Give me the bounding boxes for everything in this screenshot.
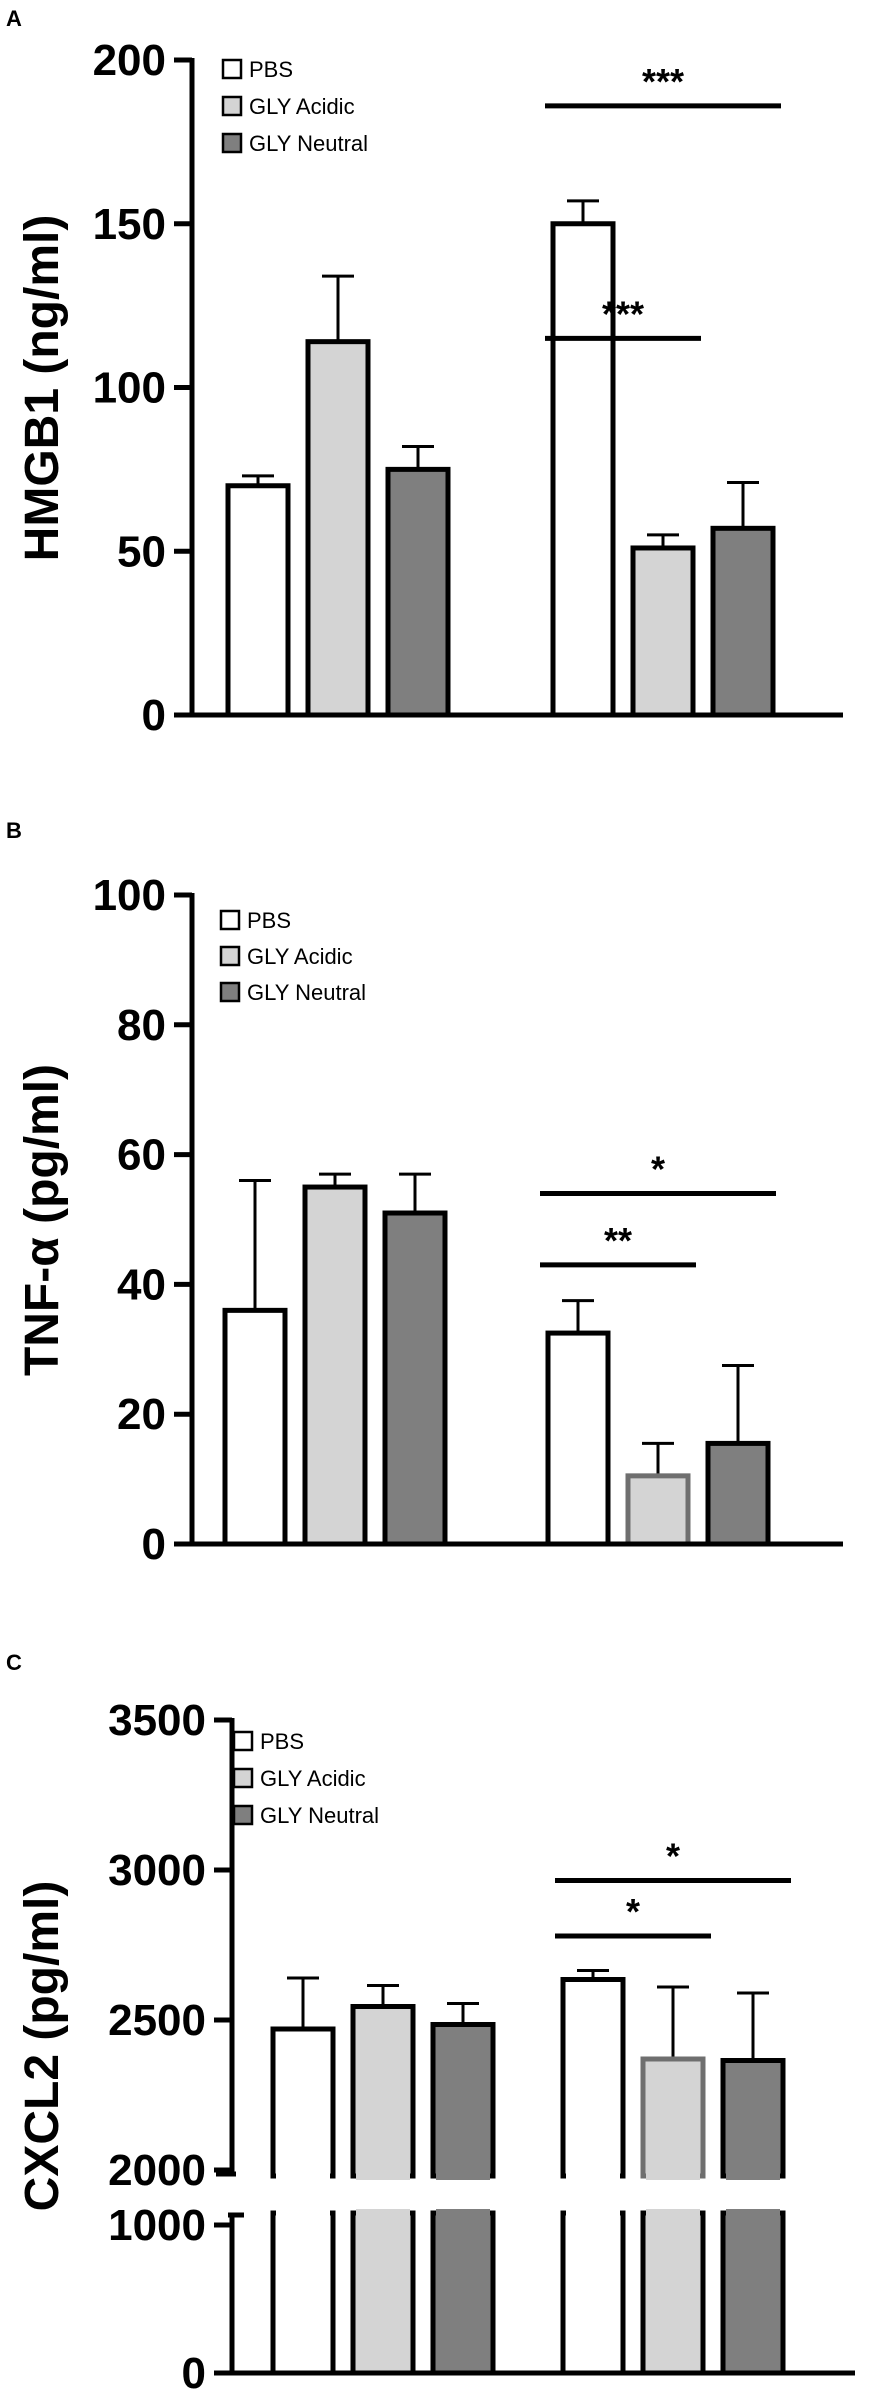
- y-tick-label: 3000: [108, 1846, 206, 1895]
- bar: [625, 1473, 691, 1547]
- legend-swatch: [221, 132, 243, 154]
- bar-break-gap: [639, 2180, 707, 2209]
- bar-break-gap: [719, 2180, 787, 2209]
- legend-label: PBS: [249, 57, 293, 82]
- panel-b-tnf-alpha-chart: B TNF-α (pg/ml) 0 20 40 60 80 100 PBS GLY Acidic G…: [6, 818, 843, 1569]
- y-tick-label: 80: [117, 1001, 166, 1050]
- significance-label: ***: [642, 61, 684, 102]
- legend-swatch: [232, 1730, 254, 1752]
- bar-break-fill: [356, 2209, 410, 2217]
- bar-lower: [560, 2210, 626, 2376]
- y-tick-label: 3500: [108, 1696, 206, 1745]
- bar-break-fill: [726, 2209, 780, 2217]
- legend-label: PBS: [247, 908, 291, 933]
- bar-break-gap: [349, 2180, 417, 2209]
- bar: [560, 1977, 626, 2179]
- bar-lower: [430, 2210, 496, 2376]
- bar-break-fill: [436, 2209, 490, 2217]
- y-tick-label: 100: [93, 364, 166, 413]
- y-tick-label: 150: [93, 200, 166, 249]
- y-tick-label: 2500: [108, 1996, 206, 2045]
- bar: [550, 221, 616, 718]
- bar: [305, 339, 371, 718]
- y-tick-label: 20: [117, 1390, 166, 1439]
- bar: [545, 1330, 611, 1547]
- panel-letter: A: [6, 6, 22, 31]
- y-tick-label: 0: [182, 2349, 206, 2390]
- legend-label: GLY Acidic: [247, 944, 353, 969]
- bar-break-fill: [726, 2173, 780, 2181]
- legend-label: GLY Acidic: [260, 1766, 366, 1791]
- significance-label: ***: [602, 293, 644, 334]
- legend-swatch: [219, 981, 241, 1003]
- bar-lower: [720, 2210, 786, 2376]
- bar: [640, 2056, 706, 2179]
- legend: PBS GLY Acidic GLY Neutral: [221, 57, 368, 156]
- bar-break-fill: [646, 2173, 700, 2181]
- bar: [430, 2022, 496, 2179]
- bar: [385, 466, 451, 718]
- bar: [705, 1440, 771, 1547]
- bar: [382, 1210, 448, 1547]
- legend-swatch: [219, 909, 241, 931]
- bar-break-fill: [646, 2209, 700, 2217]
- y-tick-label: 200: [93, 36, 166, 85]
- significance-label: *: [626, 1891, 640, 1932]
- bar-lower: [270, 2210, 336, 2376]
- panel-c-cxcl2-chart: C CXCL2 (pg/ml) 0 1000 2000 2500 3000 3500 PBS GL…: [6, 1650, 855, 2390]
- legend-swatch: [221, 58, 243, 80]
- bar-break-gap: [429, 2180, 497, 2209]
- bar: [302, 1184, 368, 1547]
- bar-break-fill: [276, 2209, 330, 2217]
- bar-lower: [350, 2210, 416, 2376]
- bar-break-fill: [566, 2173, 620, 2181]
- y-tick-label: 0: [142, 1520, 166, 1569]
- bar-break-gap: [559, 2180, 627, 2209]
- legend: PBS GLY Acidic GLY Neutral: [232, 1729, 379, 1828]
- significance-label: *: [651, 1149, 665, 1190]
- bar-break-fill: [436, 2173, 490, 2181]
- legend-label: GLY Neutral: [249, 131, 368, 156]
- legend-label: GLY Neutral: [247, 980, 366, 1005]
- panel-a-hmgb1-chart: A HMGB1 (ng/ml) 0 50 100 150 200 PBS GLY Acidic G…: [6, 6, 843, 740]
- bar: [225, 483, 291, 718]
- y-tick-label: 60: [117, 1131, 166, 1180]
- bar: [350, 2004, 416, 2179]
- y-axis-title: TNF-α (pg/ml): [16, 1064, 69, 1376]
- y-tick-label: 100: [93, 871, 166, 920]
- legend-label: GLY Acidic: [249, 94, 355, 119]
- legend-swatch: [232, 1767, 254, 1789]
- y-tick-label: 1000: [108, 2201, 206, 2250]
- legend-swatch: [232, 1804, 254, 1826]
- legend-label: GLY Neutral: [260, 1803, 379, 1828]
- legend-swatch: [221, 95, 243, 117]
- y-axis-title: HMGB1 (ng/ml): [16, 215, 69, 562]
- legend-label: PBS: [260, 1729, 304, 1754]
- bar-break-fill: [276, 2173, 330, 2181]
- y-tick-label: 50: [117, 527, 166, 576]
- y-tick-label: 2000: [108, 2146, 206, 2195]
- bar: [710, 525, 776, 718]
- bar-lower: [640, 2210, 706, 2376]
- bar-break-fill: [356, 2173, 410, 2181]
- y-axis-title: CXCL2 (pg/ml): [16, 1881, 69, 2212]
- legend-swatch: [219, 945, 241, 967]
- bar: [270, 2026, 336, 2179]
- y-tick-label: 40: [117, 1260, 166, 1309]
- bar-break-gap: [269, 2180, 337, 2209]
- bar-break-fill: [566, 2209, 620, 2217]
- bar: [222, 1307, 288, 1547]
- bar: [720, 2058, 786, 2179]
- panel-letter: C: [6, 1650, 22, 1675]
- significance-label: *: [666, 1836, 680, 1877]
- panel-letter: B: [6, 818, 22, 843]
- y-tick-label: 0: [142, 691, 166, 740]
- bar: [630, 545, 696, 718]
- significance-label: **: [604, 1220, 632, 1261]
- legend: PBS GLY Acidic GLY Neutral: [219, 908, 366, 1005]
